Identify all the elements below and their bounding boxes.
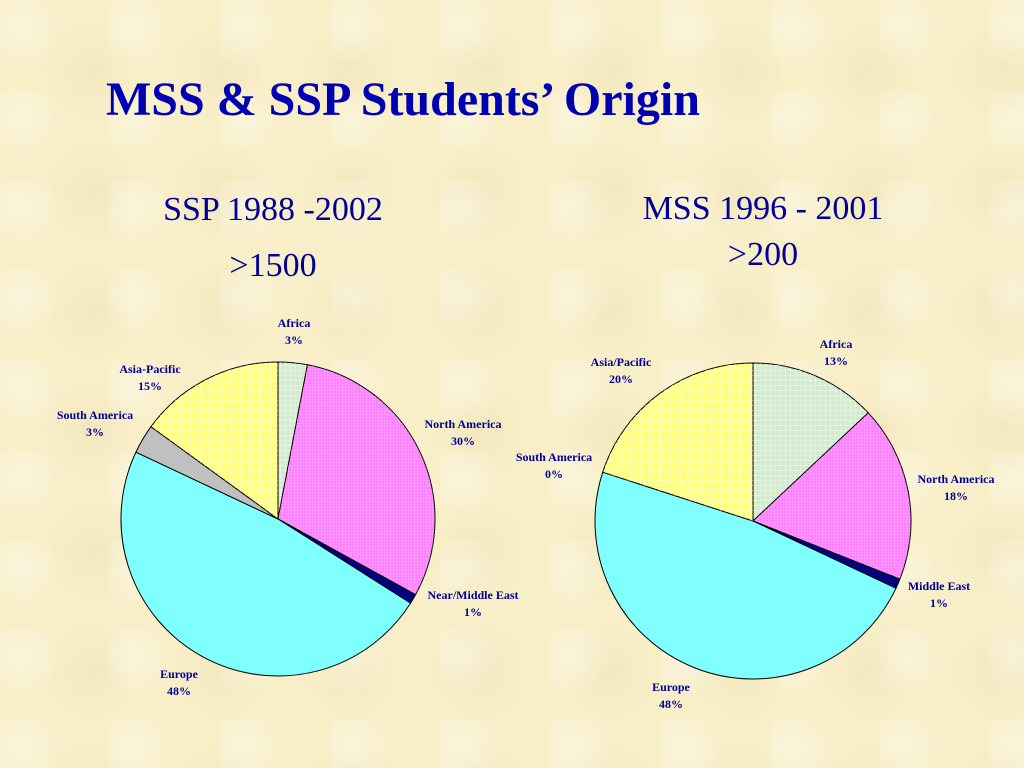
ssp-europe-label-percent: 48%: [167, 684, 191, 698]
ssp-europe-label-name: Europe: [160, 667, 198, 681]
mss-chart-header: MSS 1996 - 2001 >200: [603, 186, 923, 278]
ssp-south-america-label: South America 3%: [57, 408, 133, 439]
mss-asia-pacific-label-percent: 20%: [609, 372, 633, 386]
mss-asia-pacific-label: Asia/Pacific 20%: [591, 355, 652, 386]
ssp-south-america-label-percent: 3%: [86, 425, 104, 439]
mss-pie-chart: Africa 13% North America 18% Middle East 1% Eu…: [516, 337, 995, 711]
mss-africa-label-percent: 13%: [824, 354, 848, 368]
mss-north-america-label-percent: 18%: [944, 489, 968, 503]
ssp-europe-label: Europe 48%: [160, 667, 198, 698]
mss-africa-label-name: Africa: [820, 337, 853, 351]
ssp-chart-title: SSP 1988 -2002: [163, 191, 383, 228]
ssp-chart-subtitle: >1500: [229, 247, 317, 284]
mss-europe-label: Europe 48%: [652, 680, 690, 711]
ssp-north-america-label-name: North America: [425, 417, 502, 431]
mss-africa-slice-pattern: [753, 363, 869, 521]
ssp-asia-pacific-label-percent: 15%: [138, 379, 162, 393]
ssp-pie-chart: Africa 3% North America 30% Near/Middle East…: [57, 316, 519, 698]
mss-asia-pacific-slice-pattern: [602, 363, 753, 521]
mss-europe-label-percent: 48%: [659, 697, 683, 711]
mss-north-america-slice-pattern: [753, 412, 911, 580]
mss-chart-title: MSS 1996 - 2001: [642, 190, 884, 227]
mss-north-america-label-name: North America: [918, 472, 995, 486]
mss-europe-slice: [594, 471, 897, 680]
mss-south-america-label-percent: 0%: [545, 467, 563, 481]
mss-south-america-label-name: South America: [516, 450, 592, 464]
ssp-europe-slice: [120, 451, 412, 677]
ssp-north-america-label: North America 30%: [425, 417, 502, 448]
mss-chart-subtitle: >200: [727, 236, 799, 273]
ssp-north-america-label-percent: 30%: [451, 434, 475, 448]
mss-africa-label: Africa 13%: [820, 337, 853, 368]
mss-middle-east-label-name: Middle East: [908, 579, 970, 593]
ssp-south-america-label-name: South America: [57, 408, 133, 422]
mss-asia-pacific-label-name: Asia/Pacific: [591, 355, 652, 369]
mss-middle-east-label-percent: 1%: [930, 596, 948, 610]
ssp-north-america-slice-pattern: [278, 364, 436, 595]
ssp-africa-label: Africa 3%: [278, 316, 311, 347]
ssp-africa-label-percent: 3%: [285, 333, 303, 347]
slide-title: MSS & SSP Students’ Origin: [106, 73, 700, 126]
ssp-africa-label-name: Africa: [278, 316, 311, 330]
mss-middle-east-label: Middle East 1%: [908, 579, 970, 610]
ssp-asia-pacific-slice-pattern: [150, 362, 278, 519]
mss-europe-label-name: Europe: [652, 680, 690, 694]
ssp-near-middle-east-label-percent: 1%: [464, 605, 482, 619]
ssp-near-middle-east-label-name: Near/Middle East: [428, 588, 519, 602]
mss-north-america-label: North America 18%: [918, 472, 995, 503]
ssp-asia-pacific-label-name: Asia-Pacific: [119, 362, 181, 376]
ssp-asia-pacific-label: Asia-Pacific 15%: [119, 362, 181, 393]
ssp-chart-header: SSP 1988 -2002 >1500: [123, 182, 423, 294]
ssp-near-middle-east-label: Near/Middle East 1%: [428, 588, 519, 619]
mss-south-america-label: South America 0%: [516, 450, 592, 481]
